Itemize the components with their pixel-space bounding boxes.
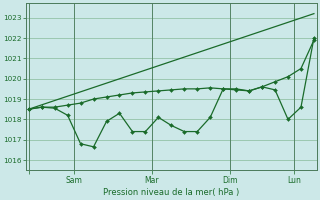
X-axis label: Pression niveau de la mer( hPa ): Pression niveau de la mer( hPa ) [103,188,239,197]
